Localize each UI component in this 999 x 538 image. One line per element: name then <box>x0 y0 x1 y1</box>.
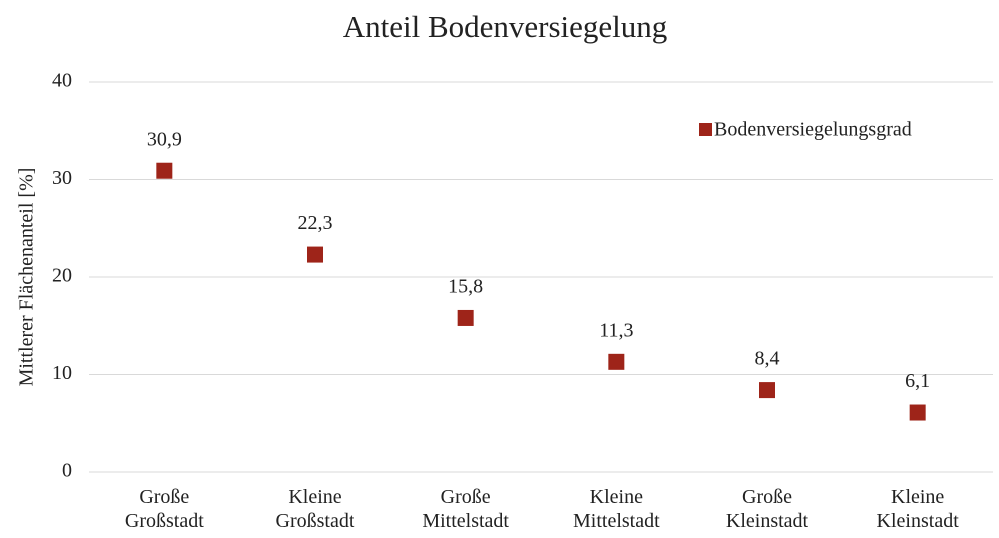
data-label: 11,3 <box>599 319 633 341</box>
y-axis-label: Mittlerer Flächenanteil [%] <box>16 168 38 387</box>
marker <box>608 353 625 370</box>
marker <box>909 404 926 421</box>
x-tick-label: Große Kleinstadt <box>726 486 809 532</box>
marker <box>759 382 775 399</box>
marker <box>457 309 474 326</box>
data-label: 8,4 <box>755 348 780 370</box>
x-tick-label: Große Großstadt <box>125 486 204 532</box>
y-tick-label: 20 <box>52 265 72 287</box>
y-tick-label: 10 <box>52 362 72 384</box>
x-tick-label: Kleine Mittelstadt <box>573 486 660 532</box>
data-label: 6,1 <box>905 370 930 392</box>
data-label: 30,9 <box>147 128 182 150</box>
marker <box>307 246 323 263</box>
data-label: 22,3 <box>298 212 333 234</box>
data-label: 15,8 <box>448 276 483 298</box>
marker <box>156 162 173 179</box>
x-tick-label: Große Mittelstadt <box>422 486 509 532</box>
y-tick-label: 0 <box>62 460 72 482</box>
x-tick-label: Kleine Kleinstadt <box>877 486 960 532</box>
y-tick-label: 30 <box>52 167 72 189</box>
x-tick-label: Kleine Großstadt <box>276 486 355 532</box>
legend-label: Bodenversiegelungsgrad <box>714 119 912 141</box>
chart-title: Anteil Bodenversiegelung <box>343 9 668 44</box>
y-tick-label: 40 <box>52 70 72 92</box>
legend-swatch <box>699 123 712 136</box>
